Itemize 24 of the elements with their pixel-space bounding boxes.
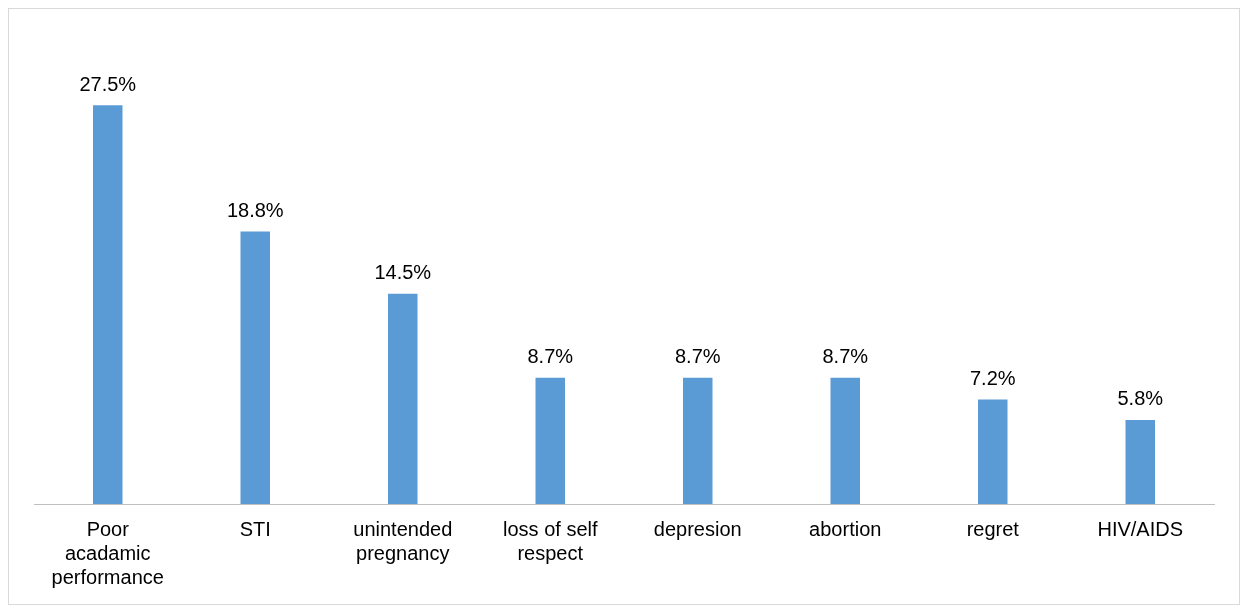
data-label: 7.2% [969, 367, 1016, 390]
data-label: 14.5% [374, 261, 432, 284]
x-tick-label: unintended pregnancy [353, 517, 453, 564]
bar [535, 377, 565, 504]
bar [830, 377, 860, 504]
x-tick-label: HIV/AIDS [1097, 517, 1184, 540]
bar [978, 399, 1008, 504]
x-tick-label: regret [966, 517, 1020, 540]
bar [388, 293, 418, 504]
data-label: 27.5% [79, 72, 137, 95]
data-label: 8.7% [822, 345, 869, 368]
x-tick-label: depresion [653, 517, 742, 540]
x-tick-label: loss of self respect [503, 517, 598, 564]
bar [240, 231, 270, 504]
data-label: 8.7% [527, 345, 574, 368]
x-tick-label: STI [239, 517, 271, 540]
data-label: 18.8% [226, 198, 284, 221]
x-tick-label: Poor acadamic performance [51, 517, 164, 588]
x-tick-label: abortion [809, 517, 882, 540]
data-label: 5.8% [1117, 387, 1164, 410]
bar [683, 377, 713, 504]
bar [93, 105, 123, 504]
data-label: 8.7% [674, 345, 721, 368]
bar [1125, 419, 1155, 504]
